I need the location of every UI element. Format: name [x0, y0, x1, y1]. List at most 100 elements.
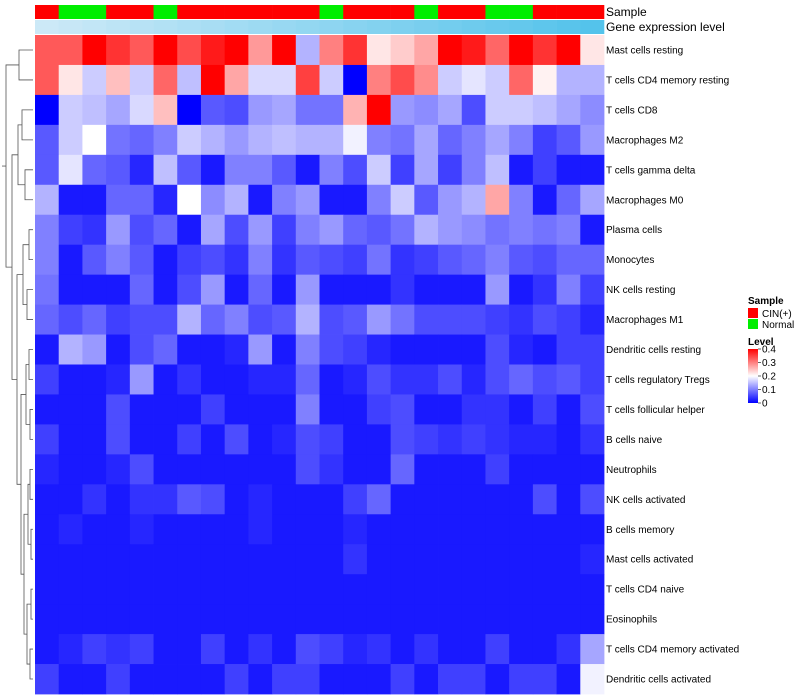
heatmap-cell [129, 484, 154, 515]
dendrogram-branch [28, 229, 33, 261]
heatmap-cell [295, 154, 320, 186]
heatmap-cell [485, 424, 510, 455]
heatmap-cell [580, 184, 605, 216]
heatmap-cell [319, 334, 344, 365]
heatmap-cell [509, 364, 534, 395]
heatmap-cell [295, 484, 320, 515]
heatmap-cell [414, 574, 439, 605]
heatmap-cell [319, 574, 344, 605]
heatmap-cell [248, 244, 273, 276]
heatmap-cell [248, 334, 273, 365]
sample-annotation-cell [200, 5, 225, 19]
heatmap-cell [414, 244, 439, 276]
gene-expression-annotation-cell [438, 20, 463, 34]
heatmap-cell [153, 604, 178, 635]
heatmap-cell [248, 394, 273, 425]
heatmap-cell [295, 184, 320, 216]
sample-annotation-cell [35, 5, 60, 19]
heatmap-cells [35, 35, 605, 695]
heatmap-cell [509, 484, 534, 515]
heatmap-cell [58, 634, 83, 665]
heatmap-cell [58, 364, 83, 395]
heatmap-cell [177, 184, 202, 216]
heatmap-cell [485, 364, 510, 395]
heatmap-cell [509, 544, 534, 575]
heatmap-cell [58, 214, 83, 246]
heatmap-cell [438, 424, 463, 455]
heatmap-cell [272, 214, 297, 246]
heatmap-cell [177, 514, 202, 545]
heatmap-cell [224, 634, 249, 665]
row-label: Dendritic cells activated [606, 675, 711, 686]
heatmap-cell [106, 634, 131, 665]
heatmap-cell [295, 454, 320, 485]
heatmap-cell [153, 454, 178, 485]
heatmap-cell [532, 454, 557, 485]
heatmap-cell [366, 35, 392, 66]
heatmap-cell [58, 484, 83, 515]
heatmap-cell [200, 424, 226, 455]
heatmap-cell [129, 274, 154, 305]
heatmap-cell [177, 35, 202, 66]
legend-swatch-cin [748, 308, 758, 318]
gene-expression-annotation-cell [35, 20, 60, 34]
heatmap-cell [82, 184, 107, 216]
heatmap-cell [532, 664, 557, 695]
heatmap-cell [509, 514, 534, 545]
heatmap-cell [438, 244, 463, 276]
heatmap-cell [509, 154, 534, 186]
heatmap-cell [153, 424, 178, 455]
heatmap-cell [556, 184, 581, 216]
heatmap-cell [390, 334, 415, 365]
row-label: Dendritic cells resting [606, 345, 701, 356]
heatmap-cell [343, 334, 368, 365]
heatmap-cell [438, 124, 463, 156]
heatmap-cell [224, 364, 249, 395]
heatmap-cell [200, 304, 226, 335]
heatmap-cell [390, 214, 415, 246]
heatmap-cell [35, 454, 60, 485]
heatmap-cell [153, 484, 178, 515]
heatmap-cell [580, 394, 605, 425]
heatmap-cell [343, 664, 368, 695]
heatmap-cell [295, 604, 320, 635]
heatmap-cell [366, 574, 392, 605]
gene-expression-annotation-cell [82, 20, 107, 34]
dendrogram-branch [16, 274, 23, 485]
heatmap-cell [82, 214, 107, 246]
heatmap-cell [224, 604, 249, 635]
heatmap-cell [556, 304, 581, 335]
legend-tick-label: 0.4 [762, 345, 776, 356]
heatmap-cell [58, 94, 83, 126]
heatmap-cell [200, 514, 226, 545]
heatmap-cell [58, 544, 83, 575]
heatmap-cell [35, 304, 60, 335]
heatmap-cell [414, 664, 439, 695]
heatmap-cell [153, 154, 178, 186]
heatmap-cell [82, 514, 107, 545]
heatmap-cell [35, 604, 60, 635]
sample-annotation-cell [485, 5, 510, 19]
heatmap-cell [177, 664, 202, 695]
heatmap-cell [532, 244, 557, 276]
heatmap-cell [461, 124, 486, 156]
heatmap-cell [461, 454, 486, 485]
heatmap-cell [35, 364, 60, 395]
heatmap-cell [414, 394, 439, 425]
heatmap-cell [485, 184, 510, 216]
heatmap-cell [414, 334, 439, 365]
heatmap-cell [82, 154, 107, 186]
gene-expression-annotation-cell [319, 20, 344, 34]
heatmap-cell [438, 274, 463, 305]
heatmap-cell [509, 64, 534, 96]
heatmap-cell [153, 184, 178, 216]
heatmap-cell [319, 184, 344, 216]
heatmap-cell [485, 154, 510, 186]
heatmap-cell [153, 574, 178, 605]
heatmap-cell [438, 184, 463, 216]
heatmap-cell [58, 604, 83, 635]
heatmap-cell [390, 35, 415, 66]
heatmap-cell [153, 334, 178, 365]
heatmap-cell [580, 544, 605, 575]
heatmap-cell [366, 154, 392, 186]
